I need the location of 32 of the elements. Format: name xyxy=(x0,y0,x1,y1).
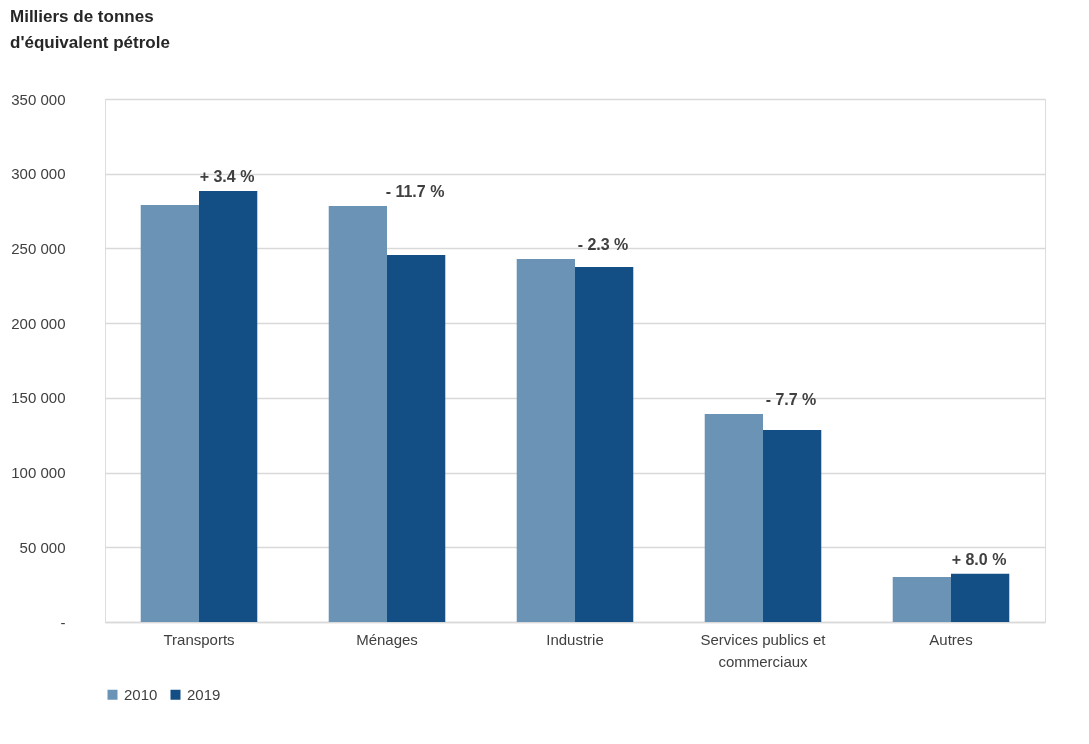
bar xyxy=(704,414,763,622)
text: Milliers de tonnes xyxy=(10,7,154,26)
bar xyxy=(328,205,387,622)
y-tick-label: 150 000 xyxy=(11,389,66,407)
legend-label: 2019 xyxy=(187,685,221,703)
y-tick-label: 250 000 xyxy=(11,239,66,257)
x-tick-label: Services publics et commerciaux xyxy=(700,630,827,670)
text: d'équivalent pétrole xyxy=(10,33,170,52)
annotation: - 2.3 % xyxy=(577,235,629,253)
y-tick-label: 100 000 xyxy=(11,464,66,482)
legend-label: 2010 xyxy=(124,685,158,703)
bar xyxy=(140,204,199,622)
x-tick-label: Autres xyxy=(929,630,973,648)
annotation: + 8.0 % xyxy=(951,550,1007,568)
x-tick-label: Transports xyxy=(163,630,235,648)
bar xyxy=(575,266,634,622)
x-tick-label: Ménages xyxy=(356,630,418,648)
annotation: - 7.7 % xyxy=(765,391,817,408)
y-tick-label: 300 000 xyxy=(11,165,66,183)
bar xyxy=(387,255,446,622)
annotation: - 11.7 % xyxy=(385,182,445,200)
y-tick-label: 50 000 xyxy=(19,538,66,556)
bar xyxy=(892,577,951,622)
x-tick-label: Industrie xyxy=(546,630,604,648)
y-tick-label: - xyxy=(60,613,66,631)
y-tick-label: 350 000 xyxy=(11,90,66,108)
bar xyxy=(763,429,822,622)
y-tick-label: 200 000 xyxy=(11,314,66,332)
bar xyxy=(951,573,1010,622)
bar xyxy=(516,258,575,622)
annotation: + 3.4 % xyxy=(199,167,255,185)
bar xyxy=(199,190,258,622)
